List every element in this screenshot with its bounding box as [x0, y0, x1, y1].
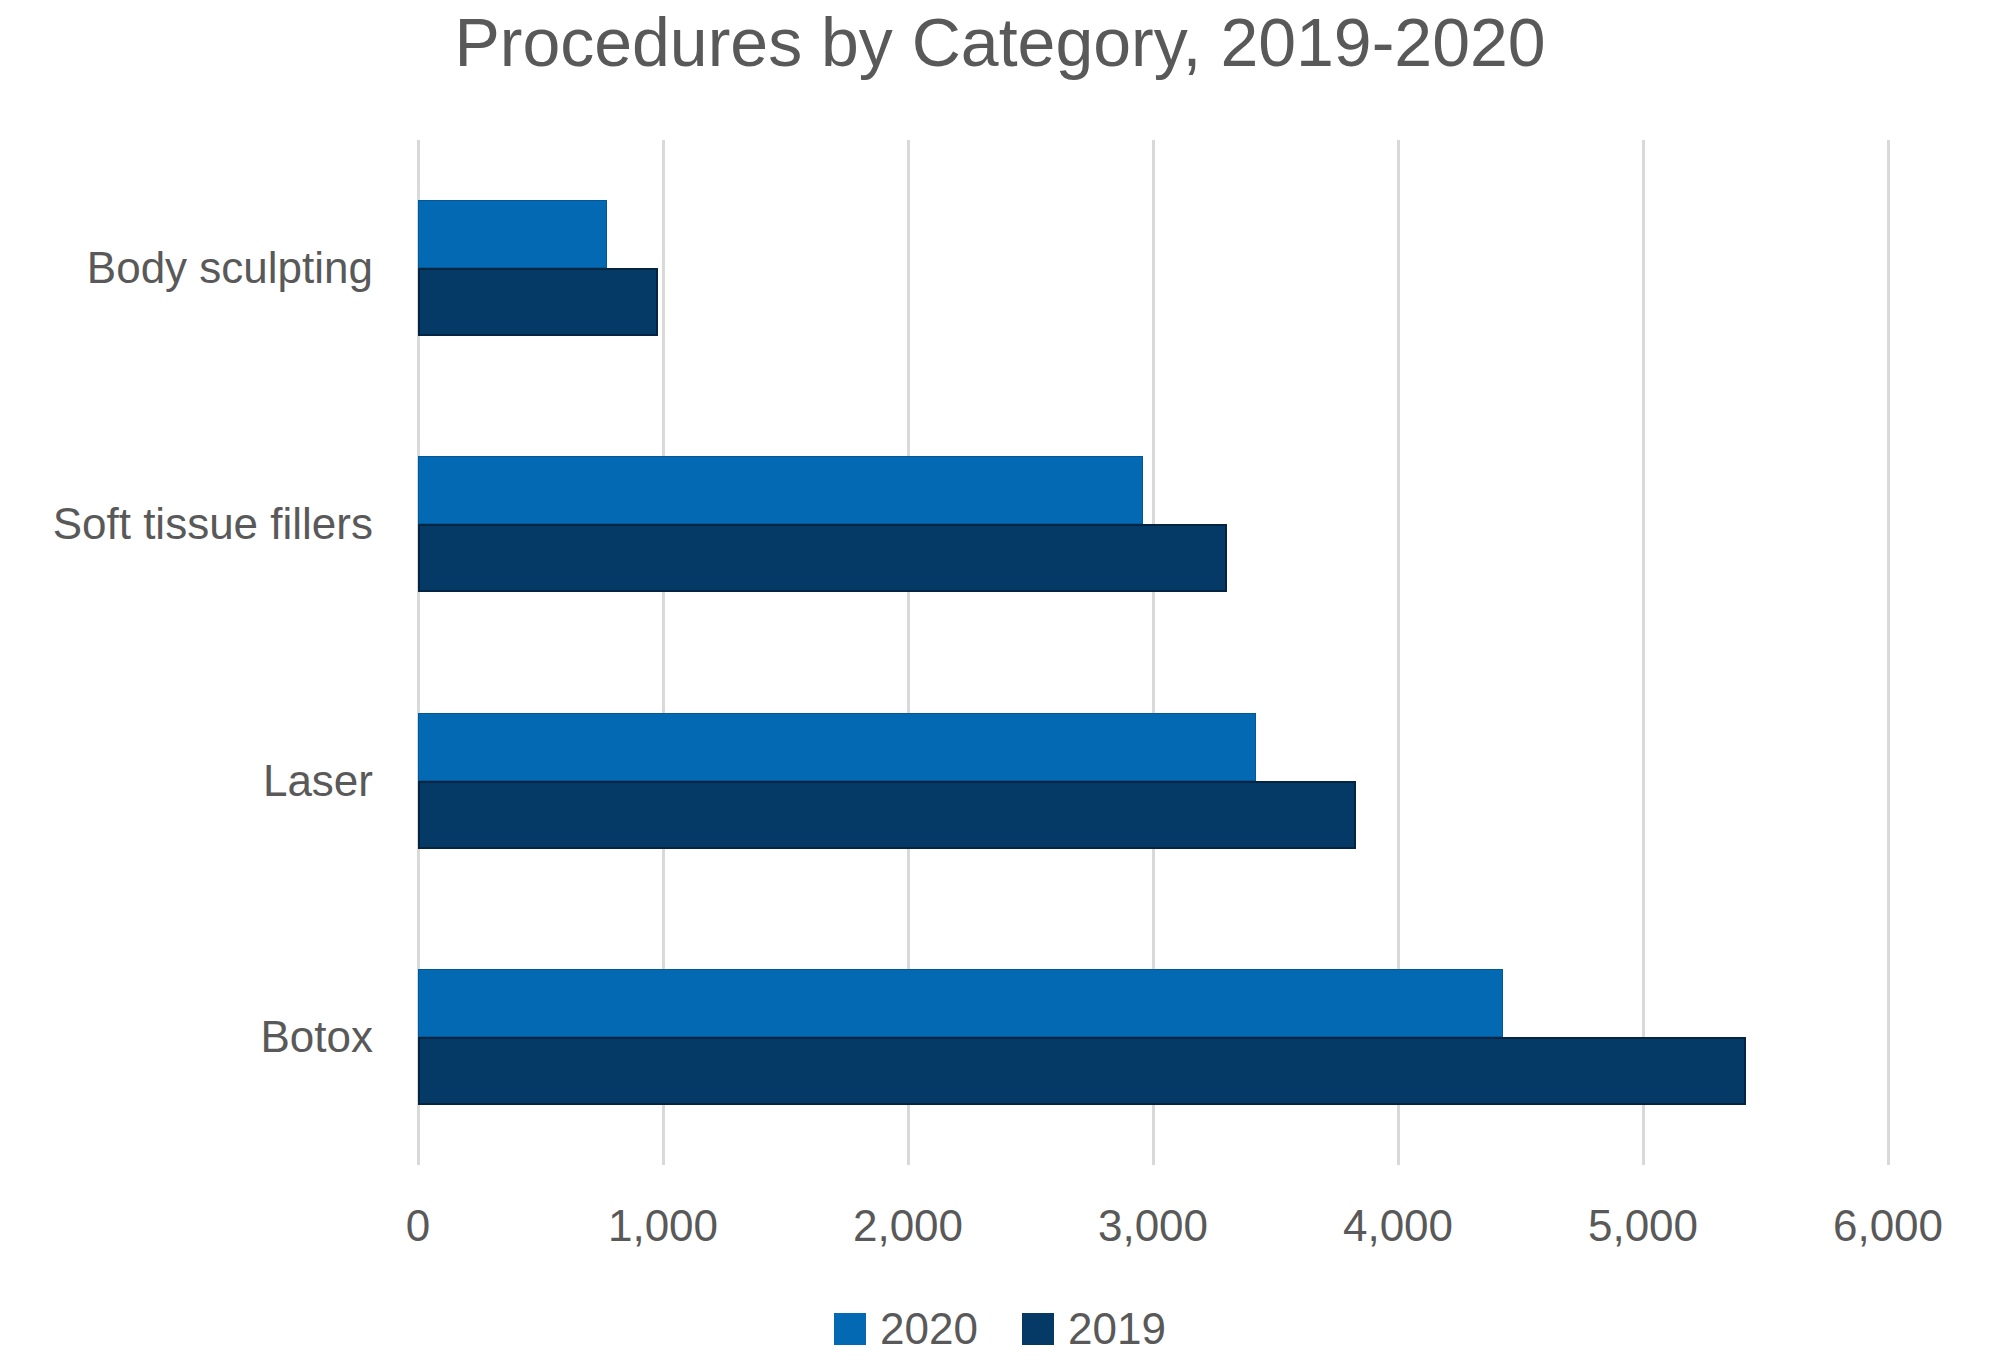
bar-2019-laser	[418, 781, 1356, 849]
chart-title: Procedures by Category, 2019-2020	[0, 0, 2000, 84]
legend: 2020 2019	[0, 1305, 2000, 1353]
category-label: Soft tissue fillers	[0, 494, 373, 554]
x-tick-label: 2,000	[818, 1198, 998, 1254]
category-label: Botox	[0, 1007, 373, 1067]
gridline	[1887, 140, 1890, 1165]
bar-2020-laser	[418, 713, 1256, 781]
x-tick-label: 4,000	[1308, 1198, 1488, 1254]
x-tick-label: 1,000	[573, 1198, 753, 1254]
legend-label-2020: 2020	[880, 1305, 978, 1353]
legend-swatch-2020	[834, 1313, 866, 1345]
legend-item-2020: 2020	[834, 1305, 978, 1353]
bar-2019-botox	[418, 1037, 1746, 1105]
x-tick-label: 5,000	[1553, 1198, 1733, 1254]
legend-swatch-2019	[1022, 1313, 1054, 1345]
bar-2020-botox	[418, 969, 1503, 1037]
category-label: Laser	[0, 751, 373, 811]
x-tick-label: 6,000	[1798, 1198, 1978, 1254]
category-label: Body sculpting	[0, 238, 373, 298]
x-tick-label: 3,000	[1063, 1198, 1243, 1254]
bar-2019-soft-tissue-fillers	[418, 524, 1227, 592]
bar-chart: Procedures by Category, 2019-2020 202020…	[0, 0, 2000, 1368]
legend-label-2019: 2019	[1068, 1305, 1166, 1353]
x-tick-label: 0	[328, 1198, 508, 1254]
bar-2020-body-sculpting	[418, 200, 607, 268]
bar-2019-body-sculpting	[418, 268, 658, 336]
bar-2020-soft-tissue-fillers	[418, 456, 1143, 524]
gridline	[1642, 140, 1645, 1165]
legend-item-2019: 2019	[1022, 1305, 1166, 1353]
